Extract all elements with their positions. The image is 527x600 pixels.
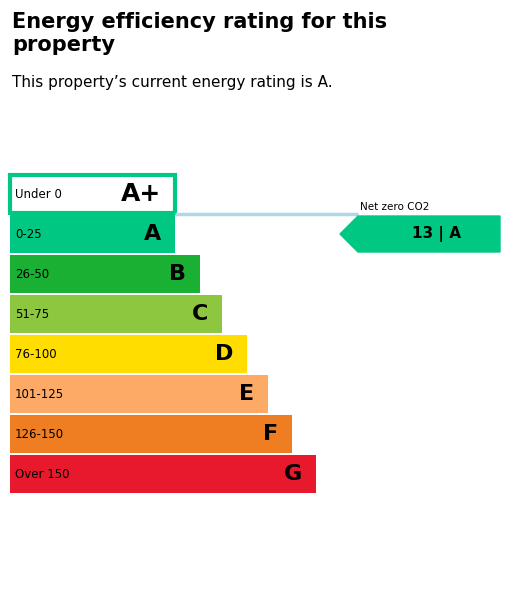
Bar [10,335,247,373]
Text: A+: A+ [121,182,161,206]
Bar [10,255,200,293]
Text: G: G [284,464,302,484]
FancyBboxPatch shape [10,175,175,213]
Text: C: C [192,304,208,324]
Text: A: A [144,224,161,244]
Text: Over 150: Over 150 [15,467,70,481]
Text: 0-25: 0-25 [15,227,42,241]
Bar [10,295,222,333]
Text: This property’s current energy rating is A.: This property’s current energy rating is… [12,75,333,90]
Bar [10,215,175,253]
Text: Energy efficiency rating for this
property: Energy efficiency rating for this proper… [12,12,387,55]
Text: 76-100: 76-100 [15,347,56,361]
Polygon shape [340,216,500,252]
Text: 51-75: 51-75 [15,307,49,320]
Text: 26-50: 26-50 [15,268,49,280]
Text: 126-150: 126-150 [15,427,64,440]
Bar [10,375,268,413]
Text: 101-125: 101-125 [15,388,64,401]
Text: E: E [239,384,254,404]
Text: B: B [169,264,186,284]
Bar [10,455,316,493]
Text: 13 | A: 13 | A [413,226,462,242]
Text: F: F [263,424,278,444]
Text: Under 0: Under 0 [15,187,62,200]
Text: Net zero CO2: Net zero CO2 [360,202,430,212]
Bar [10,415,292,453]
Text: D: D [214,344,233,364]
